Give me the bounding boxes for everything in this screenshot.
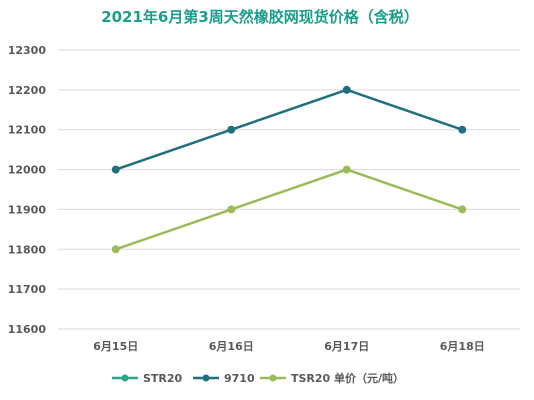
legend-label: STR20 [143, 372, 183, 385]
data-point [342, 165, 351, 174]
x-tick-label: 6月16日 [209, 340, 254, 353]
series-line-2 [115, 168, 463, 251]
grid-lines [58, 49, 520, 330]
chart-title: 2021年6月第3周天然橡胶网现货价格（含税） [101, 8, 419, 26]
y-tick-label: 12200 [8, 84, 47, 97]
y-tick-label: 11900 [8, 203, 47, 216]
series-line-1 [115, 88, 463, 171]
data-point [458, 205, 467, 214]
y-tick-label: 11600 [8, 323, 47, 336]
y-tick-label: 11800 [8, 243, 47, 256]
data-point [227, 125, 236, 134]
series-lines [111, 85, 467, 254]
x-tick-label: 6月18日 [440, 340, 485, 353]
legend-swatch-marker [269, 374, 277, 382]
legend-label: 9710 [224, 372, 255, 385]
data-point [342, 85, 351, 94]
y-tick-label: 12300 [8, 44, 47, 57]
x-axis-ticks: 6月15日 6月16日 6月17日 6月18日 [93, 340, 484, 353]
data-point [111, 165, 120, 174]
y-axis-ticks: 11600 11700 11800 11900 12000 12100 12200 12300 [8, 44, 47, 336]
legend-swatch-marker [121, 374, 129, 382]
data-point [227, 205, 236, 214]
legend: STR20 9710 TSR20 单价（元/吨） [112, 371, 404, 385]
y-tick-label: 11700 [8, 283, 47, 296]
legend-label: TSR20 单价（元/吨） [291, 371, 404, 385]
data-point [458, 125, 467, 134]
x-tick-label: 6月17日 [324, 340, 369, 353]
y-tick-label: 12100 [8, 124, 47, 137]
legend-swatch-marker [202, 374, 210, 382]
x-tick-label: 6月15日 [93, 340, 138, 353]
y-tick-label: 12000 [8, 164, 47, 177]
data-point [111, 245, 120, 254]
